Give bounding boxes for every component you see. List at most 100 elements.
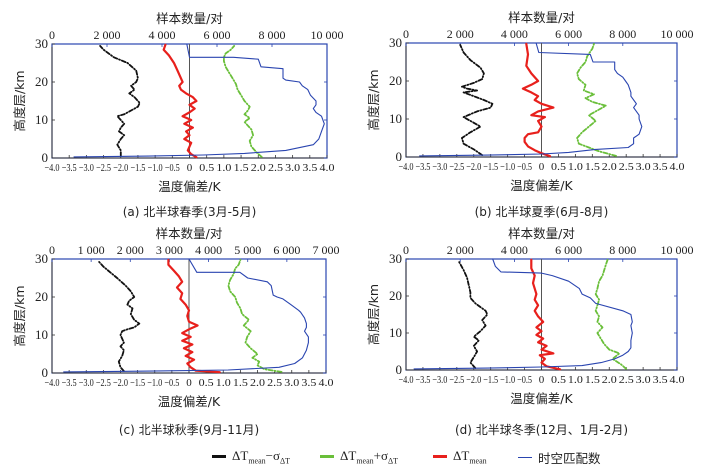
top-tick-label: 0 [403, 243, 409, 257]
x-tick-label: −1.5 [130, 162, 145, 174]
top-tick-label: 8 000 [609, 27, 636, 41]
series-count [419, 42, 643, 157]
y-tick-label: 20 [389, 288, 402, 303]
top-tick-label: 8 000 [259, 28, 286, 42]
x-tick-label: 0.5 [199, 377, 215, 389]
top-tick-label: 2 000 [447, 243, 474, 257]
x-tick-label: −2.0 [113, 162, 128, 174]
x-tick-label: 4.0 [670, 161, 686, 173]
top-tick-label: 4 000 [149, 28, 176, 42]
y-axis-title: 高度层/km [366, 284, 381, 345]
x-tick-label: 3.5 [653, 374, 669, 386]
x-tick-label: 2.0 [602, 161, 618, 173]
top-tick-label: 0 [403, 27, 409, 41]
legend-swatch-red [433, 455, 447, 459]
x-tick-label: 0.5 [551, 374, 567, 386]
x-tick-label: 1.5 [585, 161, 601, 173]
x-tick-label: 2.5 [619, 374, 635, 386]
x-tick-label: −1.0 [500, 161, 515, 173]
x-tick-label: 4.0 [319, 377, 335, 389]
panel-a: −4.0 −3.5 −3.0 −2.5 −2.0 −1.5 −1.0 −0.5 0 0.5 1.0 1… [12, 11, 344, 219]
x-tick-label: 2.0 [251, 162, 267, 174]
top-tick-label: 4 000 [501, 27, 528, 41]
x-tick-label: −0.5 [517, 161, 532, 173]
series-count [73, 43, 325, 158]
x-tick-label: −4.0 [399, 374, 414, 386]
legend-item-count: 时空匹配数 [518, 448, 601, 467]
legend: ΔTmean−σΔT ΔTmean+σΔT ΔTmean 时空匹配数 [0, 448, 704, 468]
x-tick-label: −2.5 [96, 377, 111, 389]
y-tick-label: 10 [389, 111, 402, 126]
y-tick-label: 10 [389, 325, 402, 340]
top-tick-label: 6 000 [273, 243, 300, 257]
y-tick-label: 20 [389, 73, 402, 88]
series-mean [530, 258, 562, 371]
x-tick-label: −1.0 [500, 374, 515, 386]
top-axis-title: 样本数量/对 [508, 226, 575, 241]
top-tick-label: 10 000 [661, 27, 694, 41]
series-count [413, 258, 633, 370]
x-tick-label: −3.0 [79, 377, 94, 389]
y-tick-label: 0 [396, 362, 403, 377]
x-tick-label: −2.0 [466, 374, 481, 386]
x-tick-label: 1.0 [568, 374, 584, 386]
x-tick-label: 3.0 [636, 161, 652, 173]
series-mean-plus-sigma [227, 258, 283, 373]
y-tick-label: 20 [35, 74, 48, 89]
x-tick-label: −1.5 [483, 161, 498, 173]
y-tick-label: 0 [42, 365, 49, 380]
x-tick-label: 0.5 [199, 162, 215, 174]
x-tick-label: −1.0 [147, 377, 162, 389]
x-tick-label: 0 [539, 161, 545, 173]
series-mean [521, 42, 555, 158]
x-tick-label: 1.5 [585, 374, 601, 386]
x-axis-title: 温度偏差/K [510, 178, 573, 193]
x-tick-label: 3.5 [302, 162, 318, 174]
legend-label: ΔTmean+σΔT [340, 448, 399, 466]
legend-label: 时空匹配数 [538, 451, 601, 466]
x-tick-label: −3.5 [415, 161, 430, 173]
y-tick-label: 0 [396, 149, 403, 164]
y-axis-title: 高度层/km [12, 285, 27, 346]
x-axis-title: 温度偏差/K [158, 394, 221, 409]
panel-caption: (a) 北半球春季(3月-5月) [123, 205, 257, 219]
y-tick-label: 30 [35, 251, 48, 266]
top-tick-label: 10 000 [661, 243, 694, 257]
x-tick-label: −0.5 [517, 374, 532, 386]
series-mean-minus-sigma [97, 259, 141, 373]
series-mean-minus-sigma [99, 45, 141, 158]
panel-d: −4.0 −3.5 −3.0 −2.5 −2.0 −1.5 −1.0 −0.5 0 0.5 1.0 1… [366, 226, 694, 437]
x-tick-label: −4.0 [45, 162, 60, 174]
top-tick-label: 2 000 [94, 28, 121, 42]
x-tick-label: −1.0 [148, 162, 163, 174]
x-tick-label: 4.0 [670, 374, 686, 386]
top-axis-title: 样本数量/对 [156, 11, 223, 26]
top-tick-label: 5 000 [234, 243, 261, 257]
x-tick-label: 2.5 [268, 162, 284, 174]
x-tick-label: 3.0 [284, 377, 300, 389]
x-tick-label: −3.5 [62, 162, 77, 174]
y-tick-label: 20 [35, 289, 48, 304]
x-axis-title: 温度偏差/K [510, 391, 573, 406]
top-tick-label: 0 [49, 28, 55, 42]
x-tick-label: −4.0 [399, 161, 414, 173]
x-tick-label: 1.0 [216, 162, 232, 174]
series-mean-plus-sigma [576, 42, 617, 157]
panel-caption: (c) 北半球秋季(9月-11月) [119, 423, 259, 437]
top-tick-label: 2 000 [447, 27, 474, 41]
top-tick-label: 3 000 [156, 243, 183, 257]
x-tick-label: −3.5 [415, 374, 430, 386]
top-tick-label: 10 000 [311, 28, 344, 42]
y-tick-label: 10 [35, 327, 48, 342]
legend-label: ΔTmean−σΔT [232, 448, 291, 466]
legend-label: ΔTmean [453, 448, 487, 466]
x-axis-title: 温度偏差/K [158, 179, 221, 194]
x-tick-label: 1.5 [233, 377, 249, 389]
top-tick-label: 4 000 [501, 243, 528, 257]
y-axis-title: 高度层/km [366, 69, 381, 130]
y-tick-label: 30 [35, 36, 48, 51]
x-tick-label: −2.5 [449, 374, 464, 386]
series-mean [162, 43, 198, 159]
y-axis-title: 高度层/km [12, 70, 27, 131]
